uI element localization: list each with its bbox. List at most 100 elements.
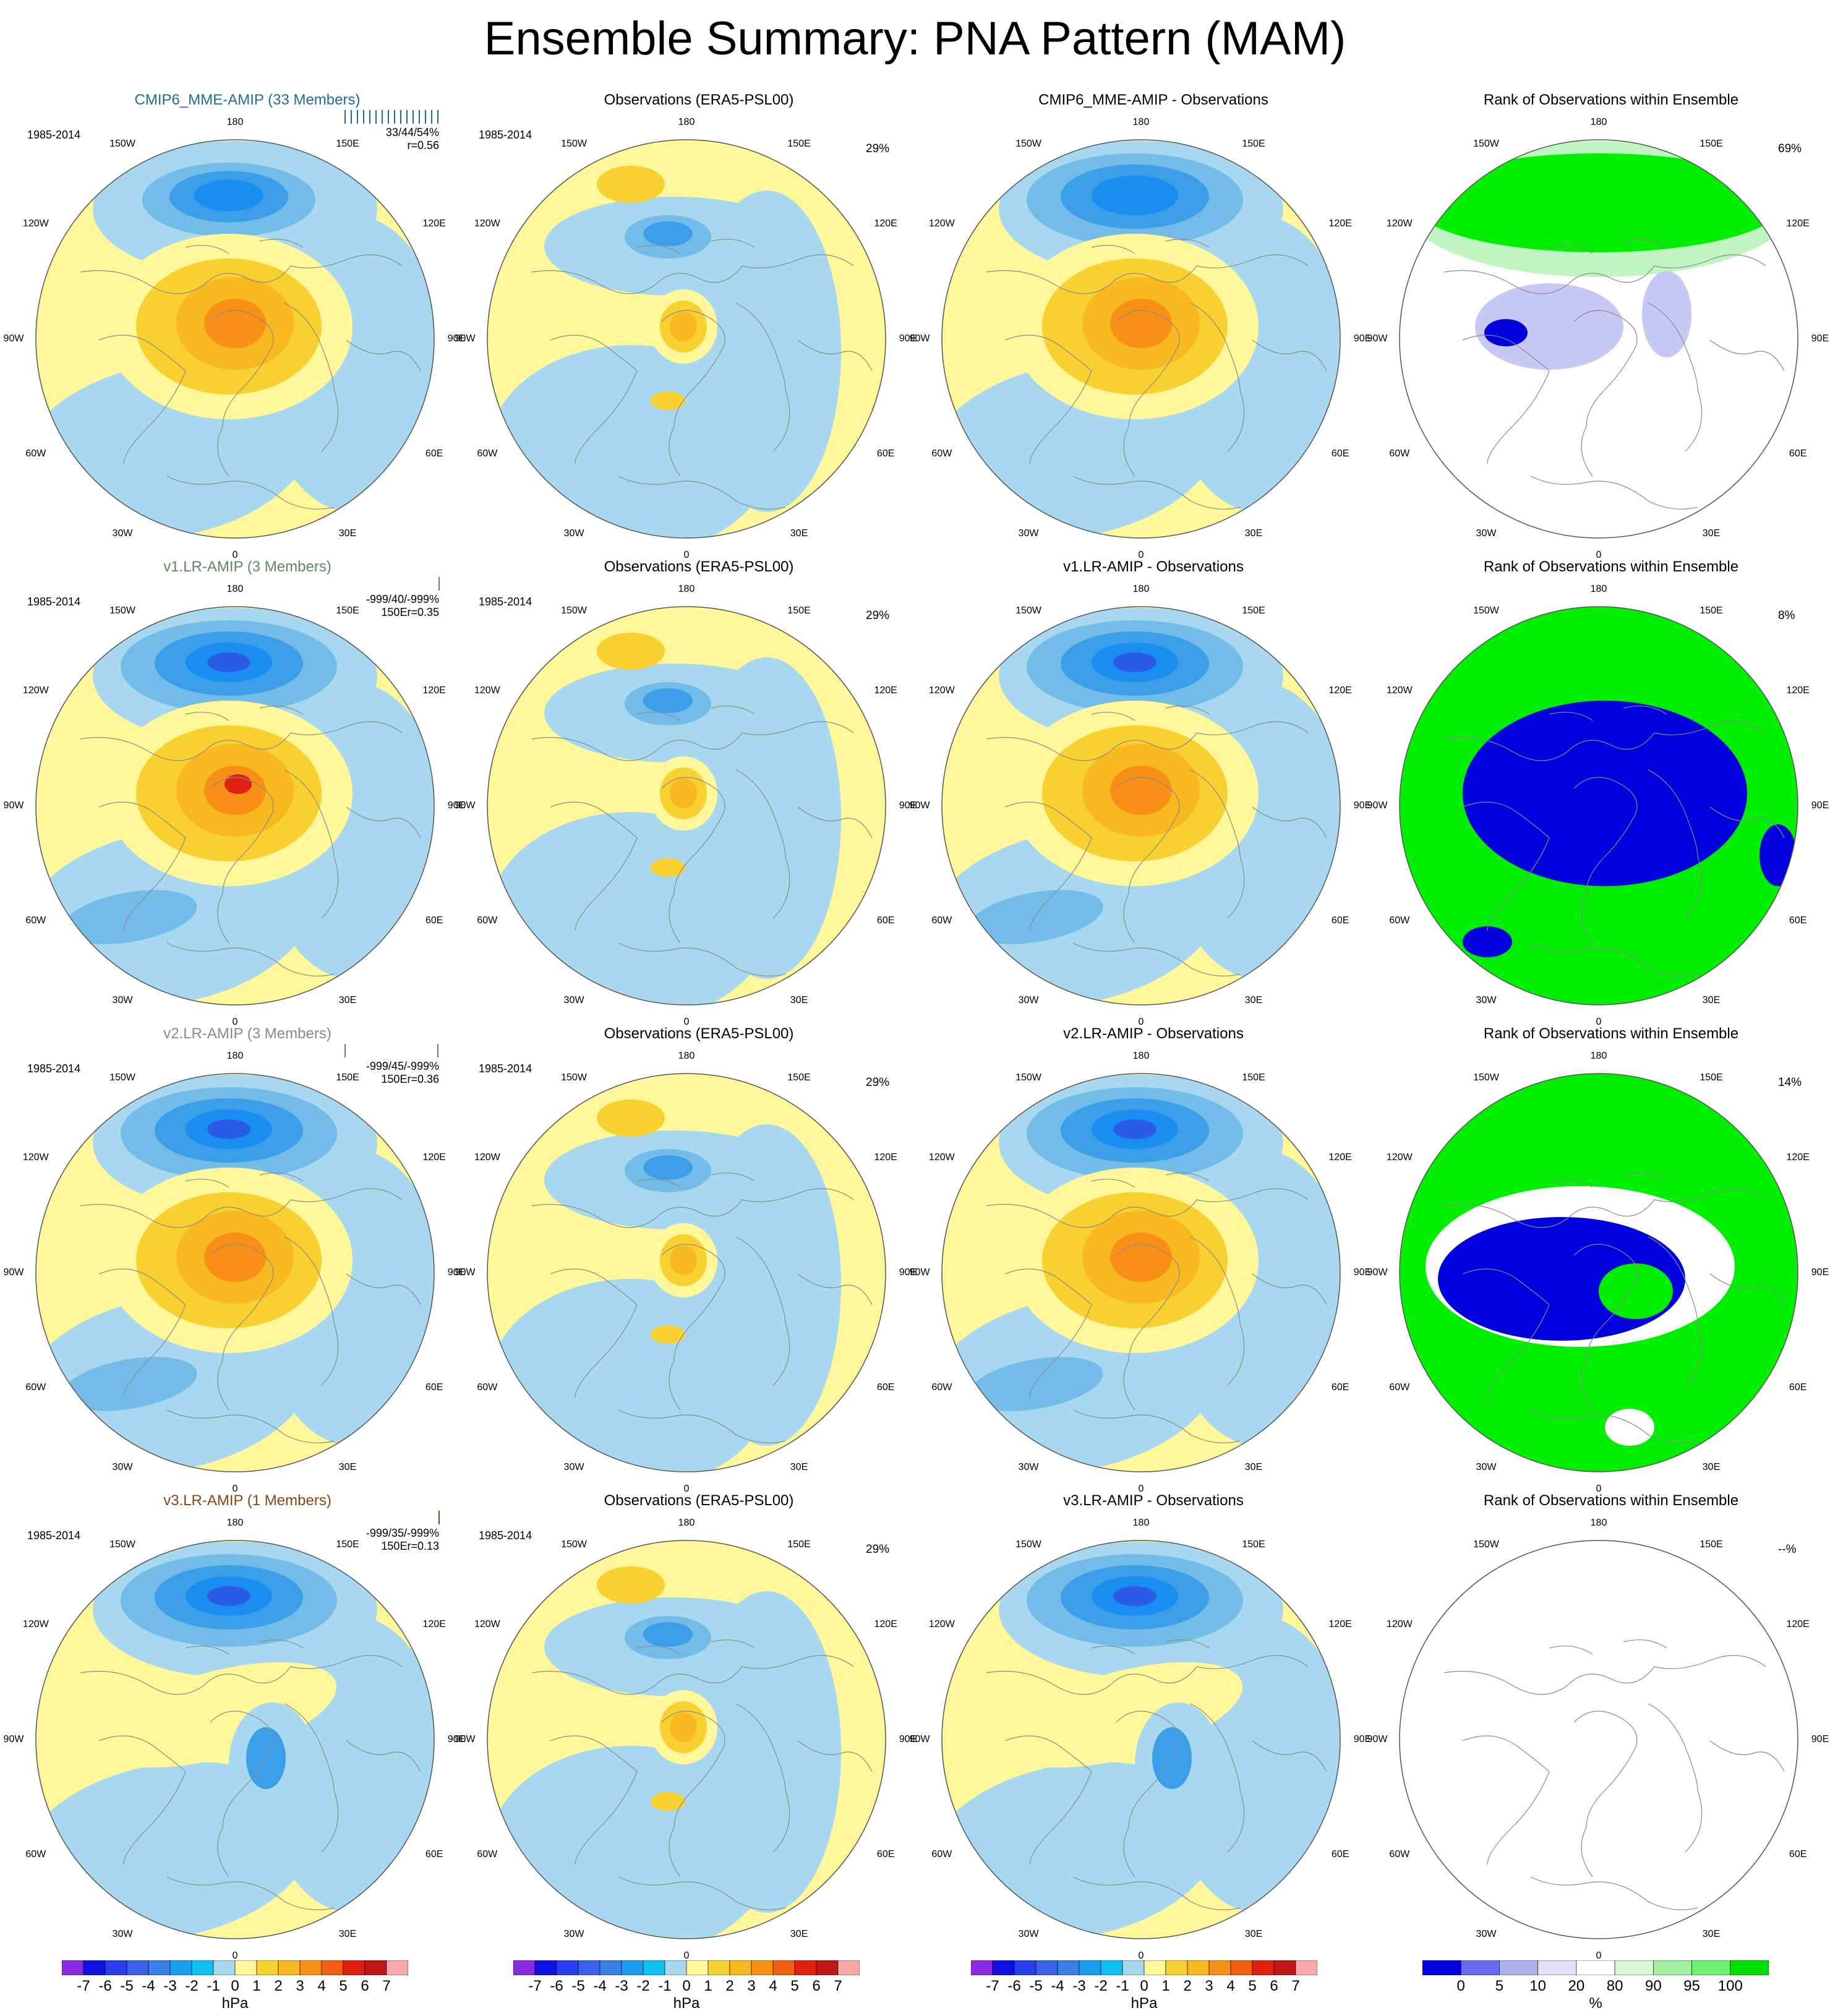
- longitude-label: 150W: [561, 138, 587, 149]
- longitude-label: 60W: [931, 915, 952, 926]
- longitude-label: 0: [683, 550, 690, 560]
- colorbar-swatch: [1144, 1960, 1166, 1976]
- longitude-label: 60W: [25, 448, 46, 459]
- negative-region: [643, 221, 693, 246]
- polar-map: [35, 1073, 435, 1472]
- colorbar-swatch: [126, 1960, 149, 1976]
- longitude-label: 120W: [1386, 685, 1413, 696]
- longitude-label: 150E: [1242, 1072, 1265, 1083]
- diff-panel-title: CMIP6_MME-AMIP - Observations: [1038, 92, 1268, 108]
- colorbar-tick-label: -7: [77, 1978, 90, 1994]
- colorbar-swatch: [321, 1960, 344, 1976]
- colorbar-swatch: [1079, 1960, 1101, 1976]
- longitude-label: 60W: [1389, 1849, 1410, 1860]
- longitude-label: 90E: [899, 800, 917, 811]
- positive-region: [597, 1566, 665, 1604]
- colorbar-swatches: [513, 1960, 860, 1976]
- longitude-label: 90W: [3, 800, 24, 811]
- stats-line-1: -999/40/-999%: [366, 593, 439, 605]
- longitude-label: 150W: [109, 138, 135, 149]
- longitude-label: 30E: [1702, 1462, 1721, 1473]
- longitude-label: 180: [1132, 1518, 1150, 1528]
- longitude-label: 150E: [336, 1072, 359, 1083]
- negative-region: [207, 652, 250, 672]
- colorbar-swatches: [61, 1960, 409, 1976]
- colorbar-swatch: [1422, 1960, 1461, 1976]
- map-boundary: [941, 139, 1341, 539]
- colorbar-unit: hPa: [221, 1995, 249, 2012]
- longitude-label: 60W: [931, 1382, 952, 1393]
- longitude-label: 120W: [928, 1619, 955, 1629]
- longitude-label: 0: [1596, 1484, 1602, 1494]
- stats-line-2: 150Er=0.36: [340, 1073, 439, 1086]
- colorbar-swatch: [1187, 1960, 1210, 1976]
- positive-region: [670, 1245, 697, 1275]
- colorbar-swatch: [1252, 1960, 1275, 1976]
- longitude-label: 60W: [1389, 1382, 1410, 1393]
- colorbar-swatch: [191, 1960, 214, 1976]
- colorbar-tick-label: 5: [339, 1978, 348, 1994]
- positive-region: [1110, 1232, 1172, 1282]
- colorbar-tick-label: 6: [361, 1978, 369, 1994]
- longitude-label: 90W: [455, 1734, 476, 1745]
- stats-line-2: r=0.56: [340, 139, 439, 152]
- longitude-label: 150W: [109, 605, 135, 616]
- longitude-label: 0: [1596, 1950, 1602, 1961]
- positive-region: [204, 299, 266, 348]
- longitude-label: 90W: [909, 800, 930, 811]
- longitude-label: 120E: [874, 685, 897, 696]
- coastlines: [80, 1172, 421, 1443]
- longitude-label: 30E: [790, 995, 808, 1006]
- longitude-label: 150E: [1242, 605, 1265, 616]
- longitude-label: 60E: [425, 1849, 443, 1860]
- longitude-label: 0: [1138, 550, 1144, 560]
- negative-region: [643, 1622, 693, 1647]
- positive-region: [1110, 766, 1172, 815]
- colorbar-swatch: [1499, 1960, 1538, 1976]
- hpa-colorbar: -7 -6 -5 -4 -3 -2 -1 0 1 2 3 4 5 6 7 hPa: [970, 1960, 1318, 2013]
- rank-panel: Rank of Observations within Ensemble 14% 1…: [1367, 1014, 1830, 1494]
- map-boundary: [487, 139, 886, 539]
- longitude-label: 90W: [3, 1734, 24, 1745]
- longitude-label: 150W: [109, 1539, 135, 1550]
- colorbar-tick-label: 6: [1270, 1978, 1278, 1994]
- period-label: 1985-2014: [479, 596, 532, 608]
- hpa-colorbar: -7 -6 -5 -4 -3 -2 -1 0 1 2 3 4 5 6 7 hPa: [61, 1960, 409, 2013]
- longitude-label: 60W: [1389, 448, 1410, 459]
- negative-region: [643, 688, 693, 713]
- rank-low-region: [1463, 701, 1747, 886]
- longitude-label: 60W: [477, 915, 498, 926]
- longitude-label: 30W: [563, 528, 584, 539]
- negative-region: [62, 890, 197, 944]
- polar-map: [35, 1540, 435, 1939]
- longitude-label: 150E: [1242, 1539, 1265, 1550]
- colorbar-tick-label: 3: [296, 1978, 304, 1994]
- longitude-label: 150E: [1700, 1539, 1723, 1550]
- polar-map: [941, 139, 1341, 539]
- longitude-label: 60W: [25, 915, 46, 926]
- longitude-label: 60W: [25, 1849, 46, 1860]
- colorbar-swatch: [148, 1960, 171, 1976]
- model-panel-title: v2.LR-AMIP (3 Members): [163, 1025, 331, 1042]
- longitude-label: 150E: [336, 138, 359, 149]
- coastlines: [531, 706, 873, 976]
- rank-mid-region: [1605, 1409, 1654, 1446]
- longitude-label: 60W: [931, 448, 952, 459]
- longitude-label: 0: [1596, 550, 1602, 560]
- colorbar-tick-label: 4: [1226, 1978, 1235, 1994]
- positive-region: [651, 1792, 685, 1811]
- longitude-label: 150W: [561, 1072, 587, 1083]
- longitude-label: 180: [678, 1518, 695, 1528]
- longitude-label: 60E: [425, 915, 443, 926]
- longitude-label: 150E: [787, 1072, 811, 1083]
- colorbar-tick-label: -2: [1094, 1978, 1108, 1994]
- colorbar-swatch: [664, 1960, 687, 1976]
- longitude-label: 120W: [474, 685, 500, 696]
- longitude-label: 90W: [3, 333, 24, 344]
- longitude-label: 120E: [1328, 1152, 1352, 1163]
- longitude-label: 30W: [563, 1929, 584, 1940]
- rank-panel: Rank of Observations within Ensemble 69% 1…: [1367, 80, 1830, 560]
- positive-region: [670, 1712, 697, 1742]
- positive-region: [1002, 1662, 1243, 1768]
- period-label: 1985-2014: [479, 1529, 532, 1542]
